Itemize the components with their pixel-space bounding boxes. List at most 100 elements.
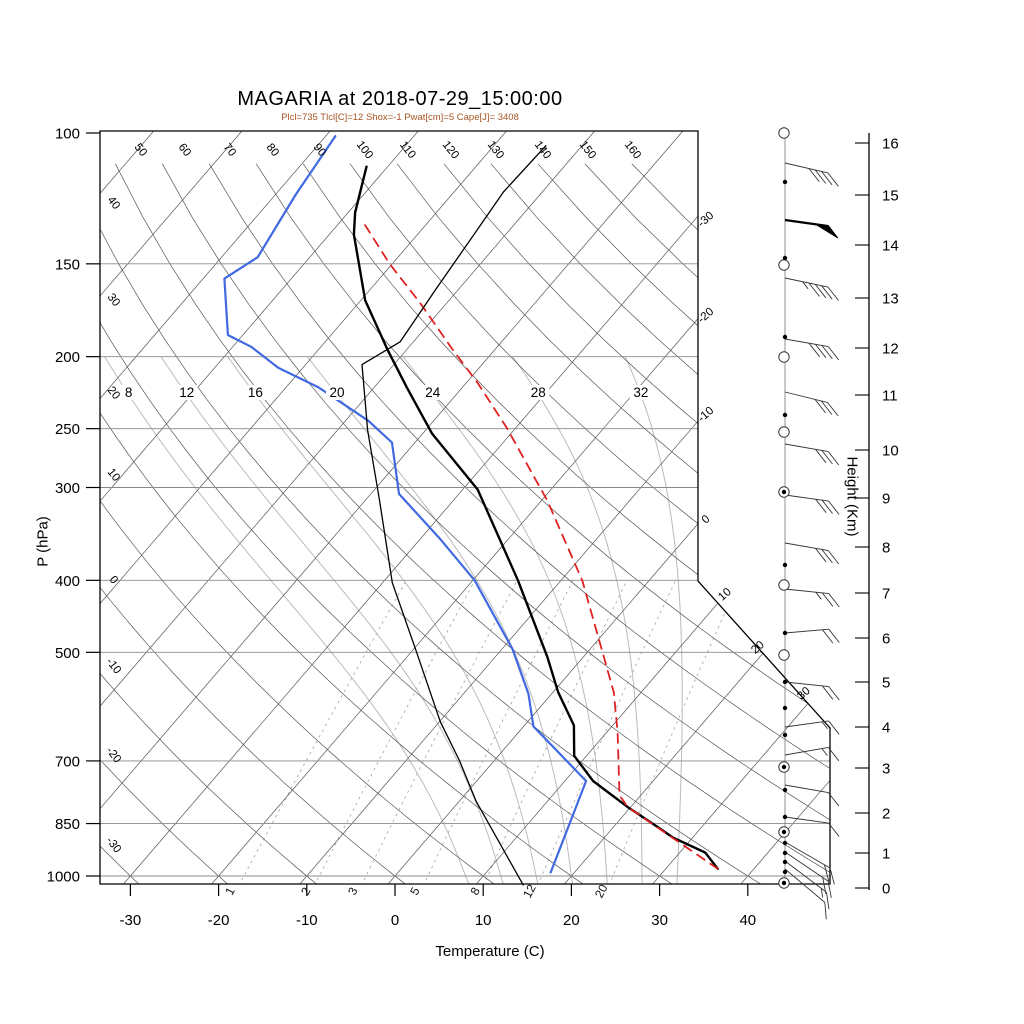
parcel-curve <box>361 219 719 870</box>
chart-shape <box>815 344 827 359</box>
chart-shape <box>808 168 820 183</box>
label-mask <box>121 385 136 400</box>
moist-adiabat-line <box>512 356 643 884</box>
staff-dot <box>782 814 788 820</box>
background-labels: 50 60 70 80 90 100 110 120 130 140 150 160403020100… <box>104 139 813 900</box>
wind-barb <box>784 218 839 239</box>
staff-circle <box>778 127 790 139</box>
chart-shape <box>814 399 826 414</box>
mixing-ratio-label: 2 <box>298 885 314 898</box>
temperature-axis-label: Temperature (C) <box>435 943 545 960</box>
chart-shape <box>784 851 829 882</box>
chart-shape <box>821 685 834 700</box>
staff-dot <box>781 829 787 835</box>
staff-dot <box>781 880 787 886</box>
wind-barb <box>784 681 840 701</box>
height-tick-label: 12 <box>882 341 899 358</box>
height-tick-label: 4 <box>882 720 890 737</box>
dry-adiabat-label-top: 160 <box>622 139 643 162</box>
chart-shape <box>827 172 839 187</box>
chart-shape <box>784 494 829 502</box>
moist-adiabat-label: 24 <box>425 385 441 400</box>
chart-shape <box>815 449 827 464</box>
moist-adiabat-label: 16 <box>248 385 263 400</box>
chart-shape <box>821 400 833 415</box>
chart-shape <box>829 867 835 885</box>
wind-barb <box>784 784 840 807</box>
chart-shape <box>815 591 822 600</box>
isotherm-label-diagonal: 30 <box>795 685 813 702</box>
chart-shape <box>815 499 827 513</box>
staff-dot <box>781 489 787 495</box>
dry-adiabat-label-top: 100 <box>354 139 375 162</box>
isotherm-line <box>100 131 331 884</box>
height-tick-label: 14 <box>882 238 899 255</box>
chart-title: MAGARIA at 2018-07-29_15:00:00 <box>237 88 563 110</box>
dry-adiabat-label-left: 20 <box>105 384 122 401</box>
chart-shape <box>828 593 840 608</box>
wind-barb <box>784 816 840 837</box>
chart-shape <box>814 169 827 184</box>
height-tick-label: 2 <box>882 806 890 823</box>
chart-shape <box>784 860 827 893</box>
chart-shape <box>784 338 829 348</box>
staff-dot <box>782 787 788 793</box>
sounding-curves <box>223 135 719 886</box>
height-tick-label: 1 <box>882 846 890 863</box>
chart-shape <box>821 549 833 564</box>
wind-barb <box>784 391 839 417</box>
label-mask <box>326 385 349 400</box>
dry-adiabat-line <box>443 163 830 884</box>
temperature-tick-label: 0 <box>391 912 399 929</box>
staff-dot <box>782 705 788 711</box>
mixing-ratio-line <box>419 580 574 884</box>
moist-adiabat-line <box>227 356 541 884</box>
moist-adiabat-label: 28 <box>531 385 546 400</box>
isotherm-label-right: -10 <box>696 405 716 425</box>
chart-shape <box>784 542 829 552</box>
isotherm-label-right: -20 <box>696 306 716 326</box>
temperature-tick-label: 10 <box>475 912 492 929</box>
staff-dot <box>782 840 788 846</box>
chart-shape <box>821 721 828 730</box>
dry-adiabat-label-top: 130 <box>485 139 506 162</box>
dry-adiabat-line <box>100 163 595 884</box>
chart-shape <box>828 720 840 735</box>
chart-shape <box>827 346 840 361</box>
dry-adiabat-line <box>302 163 830 884</box>
chart-shape <box>784 681 829 688</box>
mixing-ratio-label: 8 <box>467 885 483 898</box>
staff-dot <box>782 732 788 738</box>
dry-adiabat-label-top: 120 <box>440 139 461 162</box>
chart-shape <box>821 748 828 756</box>
chart-shape <box>827 747 840 762</box>
moist-adiabat-line <box>307 356 575 884</box>
chart-shape <box>821 285 833 300</box>
chart-shape <box>784 746 829 756</box>
mixing-ratio-line <box>534 580 677 884</box>
dry-adiabat-line <box>100 163 684 884</box>
chart-shape <box>828 628 840 643</box>
dry-adiabat-label-top: 80 <box>264 141 281 158</box>
chart-shape <box>823 864 830 882</box>
moist-adiabat-label: 8 <box>125 385 133 400</box>
height-tick-label: 10 <box>882 443 899 460</box>
pressure-tick-label: 700 <box>55 753 80 770</box>
plot-frame <box>99 130 831 885</box>
chart-shape <box>821 345 833 360</box>
chart-shape <box>784 443 829 453</box>
temperature-tick-label: 30 <box>651 912 668 929</box>
mixing-ratio-line <box>606 580 740 884</box>
dry-adiabat-line <box>537 163 830 884</box>
chart-shape <box>808 343 820 357</box>
staff-dot <box>782 679 788 685</box>
dry-adiabat-line <box>115 163 830 884</box>
label-mask <box>244 385 267 400</box>
dry-adiabat-label-left: -20 <box>104 745 124 765</box>
isotherm-line <box>652 131 830 884</box>
dry-adiabat-label-left: -10 <box>104 656 124 676</box>
chart-shape <box>784 588 829 595</box>
chart-shape <box>802 281 809 290</box>
dry-adiabat-line <box>584 163 830 884</box>
